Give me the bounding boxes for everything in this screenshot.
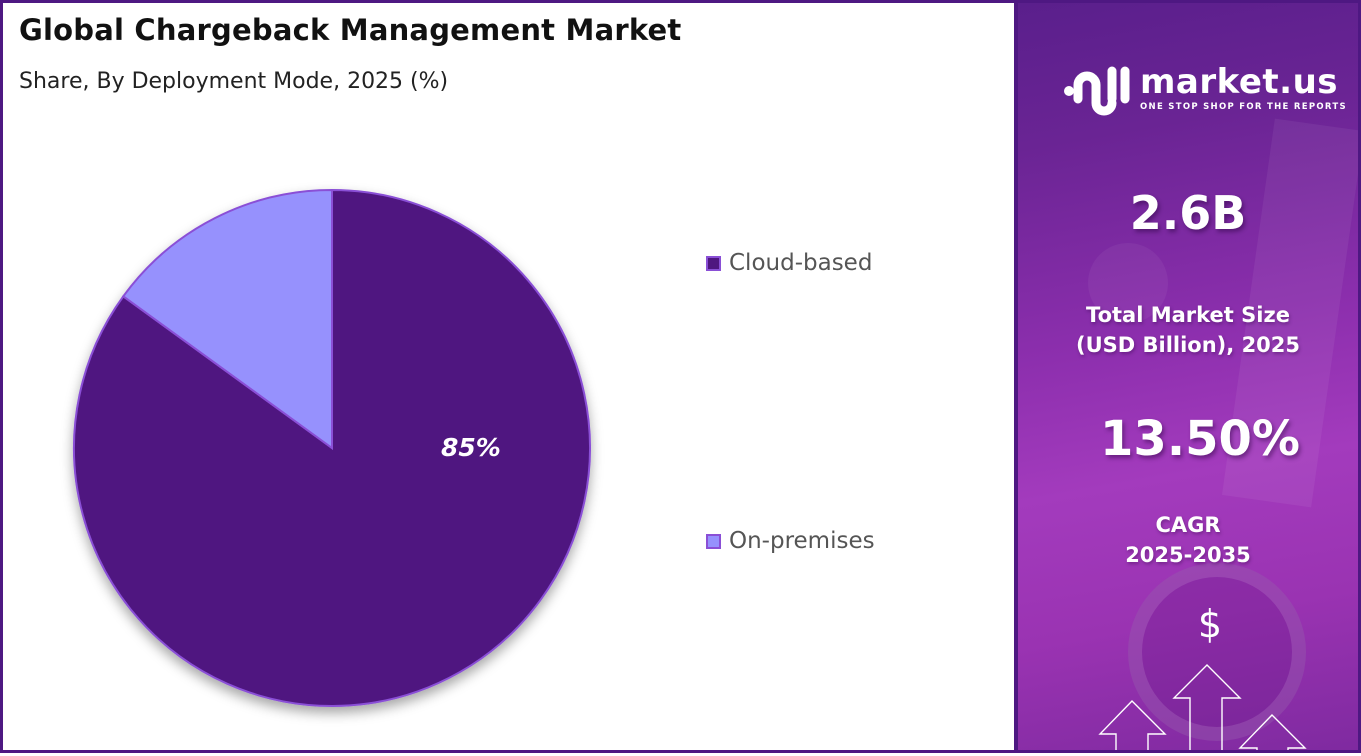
pie-chart: 85% [63,183,603,723]
pie-svg [73,188,591,707]
brand-name: market.us [1140,61,1339,102]
cagr-caption-line1: CAGR [1155,513,1221,537]
cagr-caption-line2: 2025-2035 [1125,543,1251,567]
legend-label-cloud-based: Cloud-based [729,250,873,276]
market-size-value: 2.6B [1129,186,1247,240]
pie-slice-on-premises[interactable] [121,188,333,450]
legend-label-on-premises: On-premises [729,528,875,554]
legend-item-cloud-based[interactable]: Cloud-based [706,250,872,276]
growth-arrows-icon: $ [1098,602,1307,750]
chart-title: Global Chargeback Management Market [19,13,682,47]
market-us-logo-icon [1064,66,1130,116]
legend-item-on-premises[interactable]: On-premises [706,528,875,554]
stats-sidebar: market.us ONE STOP SHOP FOR THE REPORTS … [1014,0,1361,753]
background-decoration [1088,243,1168,323]
brand-tagline: ONE STOP SHOP FOR THE REPORTS [1140,101,1347,112]
brand-logo[interactable]: market.us ONE STOP SHOP FOR THE REPORTS [1062,59,1347,117]
dollar-sign-icon: $ [1198,602,1222,646]
chart-subtitle: Share, By Deployment Mode, 2025 (%) [19,69,449,94]
cagr-value: 13.50% [1100,411,1300,467]
market-size-caption-line2: (USD Billion), 2025 [1075,333,1301,357]
market-size-caption-line1: Total Market Size [1086,303,1290,327]
pie-label-cloud-based: 85% [441,433,501,462]
legend-swatch-cloud-based [706,255,721,271]
pie-slice-cloud-based[interactable] [73,188,591,707]
legend-swatch-on-premises [706,533,721,549]
chart-panel: Global Chargeback Management Market Shar… [0,0,1014,753]
